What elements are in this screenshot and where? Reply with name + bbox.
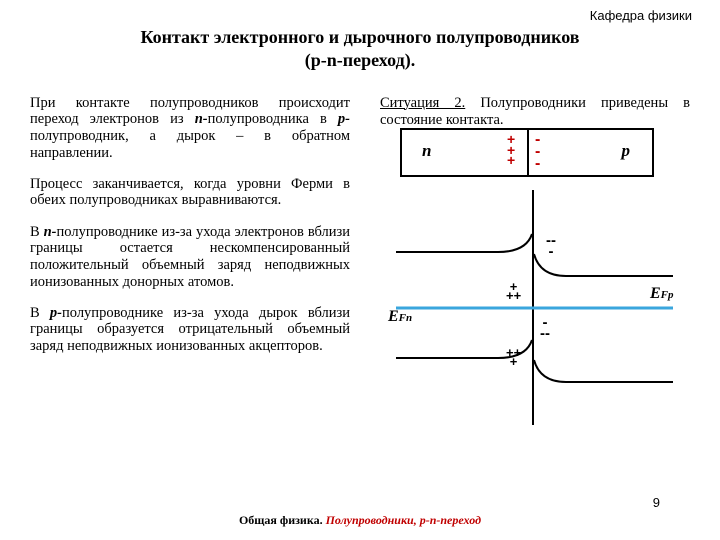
p1-n: n- bbox=[195, 111, 208, 127]
footer-black: Общая физика. bbox=[239, 513, 326, 527]
p4-b: полупроводнике из-за ухода дырок вблизи … bbox=[30, 305, 350, 354]
efn-label: EFn bbox=[388, 308, 412, 326]
p4-a: В bbox=[30, 305, 50, 321]
efp-sub: Fp bbox=[661, 289, 674, 301]
p4-p: p- bbox=[50, 305, 62, 321]
minus-charges: - - - bbox=[535, 134, 540, 170]
department-label: Кафедра физики bbox=[590, 8, 692, 23]
acceptor-minus-top: -- - bbox=[546, 236, 556, 257]
p-region-label: p bbox=[622, 141, 631, 161]
junction-box: n p + + + - - - bbox=[400, 128, 654, 177]
n-region-label: n bbox=[422, 141, 431, 161]
footer: Общая физика. Полупроводники, p-n-перехо… bbox=[0, 513, 720, 528]
efn-e: E bbox=[388, 308, 399, 325]
para-3: В n-полупроводнике из-за ухода электроно… bbox=[30, 224, 350, 291]
slide-title: Контакт электронного и дырочного полупро… bbox=[0, 26, 720, 71]
p1-p: p- bbox=[338, 111, 350, 127]
efp-e: E bbox=[650, 285, 661, 302]
p3-n: n- bbox=[44, 224, 57, 240]
p3-b: полупроводнике из-за ухода электронов вб… bbox=[30, 224, 350, 290]
situation-label: Ситуация 2. bbox=[380, 95, 465, 111]
donor-plus-bottom: ++ + bbox=[506, 348, 521, 366]
left-text-column: При контакте полупроводников происходит … bbox=[30, 80, 350, 365]
efp-label: EFp bbox=[650, 285, 674, 303]
para-2: Процесс заканчивается, когда уровни Ферм… bbox=[30, 176, 350, 209]
title-line2: (р-n-переход). bbox=[305, 50, 415, 70]
plus-charges: + + + bbox=[507, 134, 515, 166]
situation-text: Ситуация 2. Полупроводники приведены в с… bbox=[380, 95, 690, 129]
p1-b: полупроводника в bbox=[208, 111, 338, 127]
title-line1: Контакт электронного и дырочного полупро… bbox=[140, 27, 579, 47]
para-1: При контакте полупроводников происходит … bbox=[30, 95, 350, 162]
junction-divider bbox=[527, 130, 529, 175]
efn-sub: Fn bbox=[399, 312, 412, 324]
acceptor-minus-mid: - -- bbox=[540, 318, 550, 339]
page-number: 9 bbox=[653, 495, 660, 510]
p1-c: полупроводник, а дырок – в обратном напр… bbox=[30, 128, 350, 161]
para-4: В p-полупроводнике из-за ухода дырок вбл… bbox=[30, 305, 350, 355]
band-diagram-svg bbox=[388, 190, 688, 425]
footer-red: Полупроводники, p-n-переход bbox=[326, 513, 481, 527]
donor-plus-top: + ++ bbox=[506, 282, 521, 300]
band-diagram: EFn EFp + ++ ++ + -- - - -- bbox=[388, 190, 688, 425]
p3-a: В bbox=[30, 224, 44, 240]
